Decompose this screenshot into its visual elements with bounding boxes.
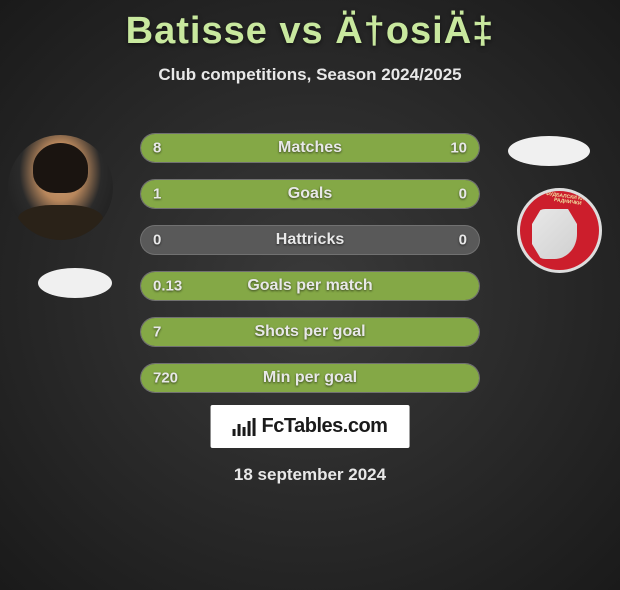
branding-text: FcTables.com (262, 415, 388, 438)
stats-bars: 8 Matches 10 1 Goals 0 0 Hattricks 0 0.13 Goals pe… (140, 133, 480, 409)
stat-label: Goals (288, 185, 332, 203)
branding-badge: FcTables.com (211, 405, 410, 448)
chart-icon (233, 418, 256, 436)
subtitle: Club competitions, Season 2024/2025 (0, 65, 620, 85)
stat-label: Hattricks (276, 231, 344, 249)
stat-row: 8 Matches 10 (140, 133, 480, 163)
stat-value-left: 7 (153, 324, 161, 341)
stat-label: Goals per match (247, 277, 372, 295)
badge-left-icon (38, 268, 112, 298)
stat-value-left: 0 (153, 232, 161, 249)
stat-value-left: 1 (153, 186, 161, 203)
page-title: Batisse vs Ä†osiÄ‡ (0, 10, 620, 53)
team-right-crest: ФУДБАЛСКИ КЛУБРАДНИЧКИ (517, 188, 602, 273)
stat-value-right: 0 (459, 186, 467, 203)
stat-value-left: 8 (153, 140, 161, 157)
stat-label: Shots per goal (254, 323, 365, 341)
crest-text-icon: ФУДБАЛСКИ КЛУБРАДНИЧКИ (545, 192, 592, 208)
player-left-avatar (8, 135, 113, 240)
badge-right-icon (508, 136, 590, 166)
date-label: 18 september 2024 (234, 465, 386, 485)
stat-value-left: 720 (153, 370, 178, 387)
stat-value-right: 0 (459, 232, 467, 249)
stat-value-left: 0.13 (153, 278, 182, 295)
stat-label: Min per goal (263, 369, 357, 387)
stat-row: 7 Shots per goal (140, 317, 480, 347)
stat-row: 720 Min per goal (140, 363, 480, 393)
stat-row: 0.13 Goals per match (140, 271, 480, 301)
bar-fill-left (141, 134, 290, 162)
stat-value-right: 10 (450, 140, 467, 157)
stat-row: 1 Goals 0 (140, 179, 480, 209)
stat-label: Matches (278, 139, 342, 157)
stat-row: 0 Hattricks 0 (140, 225, 480, 255)
